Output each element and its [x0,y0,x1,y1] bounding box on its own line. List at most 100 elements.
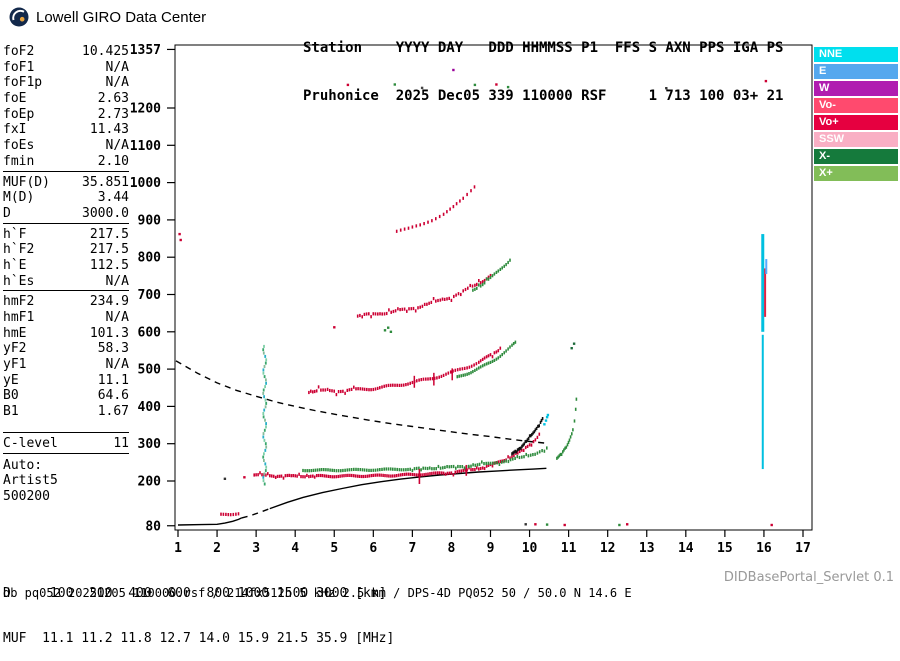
param-row: foF1p N/A [3,75,129,91]
param-value: 64.6 [97,388,129,404]
legend-item-xplus: X+ [814,166,898,181]
legend-item-voplus: Vo+ [814,115,898,130]
legend-item-w: W [814,81,898,96]
svg-text:3: 3 [252,541,260,556]
svg-text:1: 1 [174,541,182,556]
param-value: 11.1 [97,372,129,388]
param-label: h`F2 [3,242,35,258]
legend-item-vominus: Vo- [814,98,898,113]
trace-muf-transmission-curve [175,360,548,444]
param-label: B0 [3,388,19,404]
trace-true-height-profile-valley [241,507,271,519]
param-value: 217.5 [89,226,129,242]
y-axis: 80 200 300 400 500 600 700 800 900 1000 1100 1200 13… [130,43,175,534]
trace-F-trace-foF2-cusp [511,417,544,456]
param-label: yF2 [3,341,27,357]
param-row: h`F2 217.5 [3,242,129,258]
auto-label: Auto: [3,457,43,473]
param-value: 101.3 [89,325,129,341]
param-label: foEp [3,106,35,122]
param-row: MUF(D) 35.851 [3,175,129,191]
distance-row: D 100 200 400 600 800 1000 1500 3000 [km… [3,586,387,601]
svg-text:10: 10 [522,541,538,556]
trace-F-trace-1hop-O [253,432,541,480]
param-value: 11 [113,435,129,451]
param-label: fxI [3,122,27,138]
trace-F-trace-2hop-X [456,340,517,379]
param-label: foF1 [3,59,35,75]
x-axis: 1 2 3 4 5 6 7 8 9 10 11 12 13 14 15 16 17 [174,530,811,556]
svg-text:600: 600 [138,325,162,340]
param-row: h`Es N/A [3,274,129,290]
param-value: 112.5 [89,257,129,273]
giro-logo-icon [8,6,30,28]
param-group: hmF2 234.9 hmF1 N/A hmE 101.3 yF2 58.3 yF1 N/A yE 1… [3,294,129,433]
svg-text:80: 80 [145,519,161,534]
param-label: C-level [3,435,58,451]
trace-X-trace-fxI-cusp [556,397,578,460]
trace-F-trace-4hop-O [395,185,476,233]
param-value: 2.10 [97,153,129,169]
param-label: h`F [3,226,27,242]
legend-item-nne: NNE [814,47,898,62]
parameter-panel: foF2 10.425 foF1 N/A foF1p N/A foE 2.63 foEp 2.73… [3,44,129,505]
param-value: 2.63 [97,91,129,107]
legend-item-xminus: X- [814,149,898,164]
param-label: MUF(D) [3,174,50,190]
param-row: foF2 10.425 [3,44,129,60]
trace-F-trace-1hop-X [302,446,548,473]
param-value: 217.5 [89,242,129,258]
param-row: foE 2.63 [3,91,129,107]
param-label: foEs [3,138,35,154]
param-label: foF2 [3,44,35,59]
svg-text:16: 16 [756,541,772,556]
param-row: yE 11.1 [3,373,129,389]
svg-text:700: 700 [138,288,162,303]
param-group: C-level 11 [3,436,129,454]
param-label: hmF2 [3,294,35,310]
station-header-line1: Station YYYY DAY DDD HHMMSS P1 FFS S AXN… [303,40,784,56]
param-value: 58.3 [97,341,129,357]
param-row: M(D) 3.44 [3,190,129,206]
param-label: yF1 [3,357,27,373]
svg-text:1100: 1100 [130,139,161,154]
param-value: 35.851 [82,174,129,190]
svg-text:500: 500 [138,363,162,378]
param-value: 234.9 [89,294,129,310]
svg-text:7: 7 [408,541,416,556]
param-row: hmF1 N/A [3,310,129,326]
vertical-features [262,234,768,486]
svg-text:9: 9 [487,541,495,556]
auto-section: Auto: Artist5 500200 [3,458,129,505]
plot-frame [174,44,813,531]
param-row: C-level 11 [3,436,129,452]
param-value: 3.44 [97,190,129,206]
trace-F-trace-2hop-O [308,346,502,397]
trace-E-trace [220,512,240,517]
param-row: yF1 N/A [3,357,129,373]
station-header: Station YYYY DAY DDD HHMMSS P1 FFS S AXN… [303,8,783,120]
param-value: 11.43 [89,122,129,138]
legend-item-ssw: SSW [814,132,898,147]
muf-row: MUF 11.1 11.2 11.8 12.7 14.0 15.9 21.5 3… [3,631,395,646]
legend: NNE E W Vo- Vo+ SSW X- X+ [814,47,898,183]
trace-F-trace-3hop-X [472,258,511,292]
station-header-line2: Pruhonice 2025 Dec05 339 110000 RSF 1 71… [303,88,784,104]
legend-item-e: E [814,64,898,79]
param-value: N/A [105,138,129,154]
svg-text:1200: 1200 [130,102,161,117]
svg-text:12: 12 [600,541,616,556]
svg-text:13: 13 [639,541,655,556]
param-group: foF2 10.425 foF1 N/A foF1p N/A foE 2.63 foEp 2.73… [3,44,129,172]
svg-text:6: 6 [369,541,377,556]
brand-title: Lowell GIRO Data Center [36,8,207,26]
param-row: foEs N/A [3,138,129,154]
svg-text:200: 200 [138,475,162,490]
svg-text:300: 300 [138,437,162,452]
auto-version: 500200 [3,488,50,504]
param-value: 1.67 [97,404,129,420]
brand: Lowell GIRO Data Center [8,6,206,28]
param-row: D 3000.0 [3,206,129,222]
servlet-version: DIDBasePortal_Servlet 0.1 [723,570,894,585]
ionogram-chart: 8020030040050060070080090010001100120013… [130,43,813,556]
